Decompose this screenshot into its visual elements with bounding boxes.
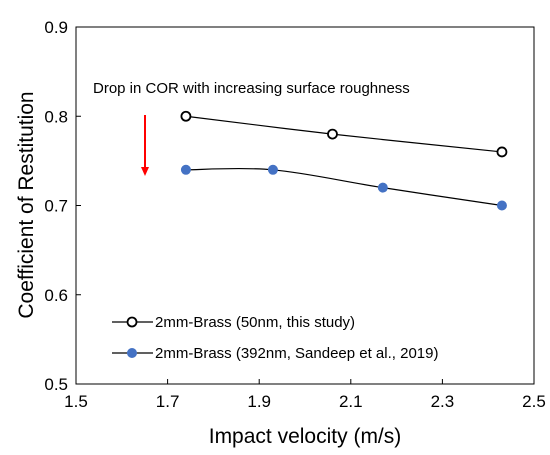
annotation-text: Drop in COR with increasing surface roug… bbox=[93, 80, 410, 97]
y-tick-label: 0.5 bbox=[44, 375, 68, 394]
x-tick-label: 1.5 bbox=[64, 392, 88, 411]
legend-label: 2mm-Brass (392nm, Sandeep et al., 2019) bbox=[155, 345, 438, 362]
x-axis-title: Impact velocity (m/s) bbox=[209, 425, 402, 448]
series-layer bbox=[180, 110, 508, 211]
y-tick-label: 0.8 bbox=[44, 107, 68, 126]
data-point bbox=[496, 200, 507, 211]
x-tick-label: 1.9 bbox=[247, 392, 271, 411]
legend-item-1: 2mm-Brass (50nm, this study) bbox=[112, 314, 355, 331]
arrow-head bbox=[141, 167, 149, 176]
series-line bbox=[185, 167, 503, 207]
data-point bbox=[496, 146, 508, 158]
x-tick-label: 2.1 bbox=[339, 392, 363, 411]
axes: 1.5 1.7 1.9 2.1 2.3 2.5 0.5 0.6 0.7 0.8 0.9 bbox=[44, 18, 545, 411]
series-line bbox=[185, 115, 503, 153]
series-1 bbox=[180, 110, 508, 158]
y-tick-label: 0.6 bbox=[44, 286, 68, 305]
legend-marker bbox=[126, 316, 138, 328]
x-tick-label: 2.3 bbox=[431, 392, 455, 411]
data-point bbox=[180, 164, 191, 175]
x-tick-label: 2.5 bbox=[522, 392, 546, 411]
legend-item-2: 2mm-Brass (392nm, Sandeep et al., 2019) bbox=[112, 345, 438, 362]
data-point bbox=[180, 110, 192, 122]
data-point bbox=[377, 182, 388, 193]
data-point bbox=[327, 128, 338, 140]
x-tick-label: 1.7 bbox=[156, 392, 180, 411]
y-tick-label: 0.7 bbox=[44, 197, 68, 216]
series-2 bbox=[180, 164, 507, 211]
legend-label: 2mm-Brass (50nm, this study) bbox=[155, 314, 355, 331]
y-axis-title: Coefficient of Restitution bbox=[15, 91, 38, 318]
legend: 2mm-Brass (50nm, this study) 2mm-Brass (3… bbox=[112, 314, 438, 362]
data-point bbox=[267, 164, 278, 175]
annotation-arrow bbox=[141, 115, 149, 176]
y-tick-label: 0.9 bbox=[44, 18, 68, 37]
legend-marker bbox=[127, 348, 137, 358]
